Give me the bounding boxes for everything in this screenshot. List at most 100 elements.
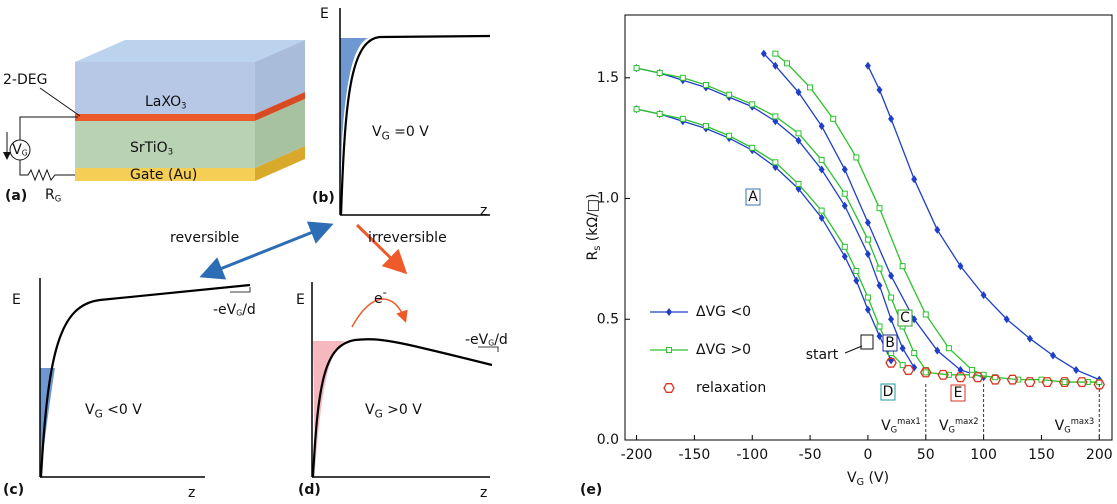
text-part: =0 V — [390, 124, 430, 140]
point — [945, 345, 952, 352]
text-part: V — [12, 142, 22, 158]
point — [864, 236, 871, 243]
band-edge — [339, 34, 491, 216]
band-edge — [311, 338, 493, 478]
point — [841, 190, 848, 197]
point — [795, 136, 802, 145]
point — [818, 213, 825, 222]
filled-states — [340, 38, 368, 200]
resistor-label: RG — [45, 187, 61, 203]
x-axis-label: VG (V) — [847, 470, 889, 488]
annotation: start — [806, 347, 839, 363]
point — [795, 88, 802, 97]
text-part: SrTiO — [130, 140, 168, 156]
text-part: V — [881, 418, 891, 434]
laxo-layer — [75, 62, 255, 114]
text-part: V — [847, 470, 857, 486]
transition-label: irreversible — [368, 230, 447, 246]
point — [1026, 334, 1033, 343]
point — [772, 159, 779, 166]
series-line — [636, 108, 904, 366]
x-tick-label: 50 — [917, 447, 935, 463]
x-tick-label: -100 — [736, 447, 768, 463]
axes — [339, 8, 490, 216]
source-label: VG — [12, 142, 28, 158]
slope-label: -eVG/d — [465, 332, 508, 348]
point — [888, 294, 895, 301]
text-part: G — [375, 409, 383, 421]
point — [772, 113, 779, 120]
x-tick-label: 0 — [863, 447, 872, 463]
point — [1061, 379, 1068, 386]
point — [888, 356, 895, 365]
panel-label: (c) — [3, 482, 24, 498]
srtio-layer — [75, 121, 255, 168]
deg-layer — [75, 114, 255, 121]
point — [1084, 379, 1091, 386]
point — [1015, 376, 1022, 383]
point — [830, 115, 837, 122]
point — [937, 369, 949, 380]
point — [922, 311, 929, 318]
text-part: (kΩ/□) — [585, 194, 601, 246]
point — [679, 115, 686, 122]
point — [989, 374, 1001, 385]
slope-marker — [230, 287, 251, 293]
series-line — [636, 108, 892, 361]
x-tick-label: 100 — [970, 447, 997, 463]
text-part: /d — [242, 302, 256, 318]
point — [876, 265, 883, 272]
text-part: 3 — [181, 100, 186, 110]
point — [1024, 377, 1036, 388]
layer-label: SrTiO3 — [130, 140, 173, 156]
text-part: G — [22, 148, 28, 157]
text-part: max3 — [1071, 416, 1095, 426]
text-part: >0 V — [383, 402, 423, 418]
series-line — [763, 53, 984, 378]
slope-marker — [478, 346, 499, 352]
point — [841, 165, 848, 174]
annotation: C — [900, 310, 910, 326]
device — [75, 40, 305, 181]
y-tick-label: 1.0 — [597, 191, 619, 207]
text-part: R — [585, 250, 601, 260]
point — [957, 262, 964, 271]
point — [864, 218, 871, 227]
annotation-box — [897, 309, 913, 327]
point — [1041, 377, 1053, 388]
point — [1076, 377, 1088, 388]
panel-label: (a) — [5, 188, 27, 204]
annotation-box — [882, 334, 898, 352]
text-part: G — [95, 409, 103, 421]
deg-leader — [39, 87, 81, 117]
text-part: -eV — [213, 302, 237, 318]
text-part: s — [592, 246, 603, 251]
point — [726, 132, 733, 139]
point — [899, 344, 906, 353]
side-srtio — [255, 99, 305, 168]
x-tick-label: 200 — [1086, 447, 1113, 463]
text-part: max1 — [897, 416, 921, 426]
wire — [19, 116, 78, 182]
text-part: R — [45, 187, 55, 203]
point — [1003, 315, 1010, 324]
point — [807, 84, 814, 91]
series-line — [636, 67, 915, 368]
transition-label: reversible — [170, 230, 239, 246]
point — [1006, 374, 1019, 385]
axis-label: z — [188, 485, 195, 501]
point — [795, 181, 802, 188]
reversible-arrow — [199, 221, 334, 280]
annotation-box — [950, 384, 966, 402]
panel-label: (d) — [298, 482, 321, 498]
layer-label: Gate (Au) — [130, 167, 197, 183]
x-tick-label: -150 — [679, 447, 711, 463]
point — [818, 156, 825, 163]
point — [656, 111, 663, 118]
x-tick-label: -200 — [621, 447, 653, 463]
axes — [311, 282, 490, 478]
plot-marks — [633, 49, 1106, 390]
side-laxo — [255, 40, 305, 114]
point — [818, 207, 825, 214]
